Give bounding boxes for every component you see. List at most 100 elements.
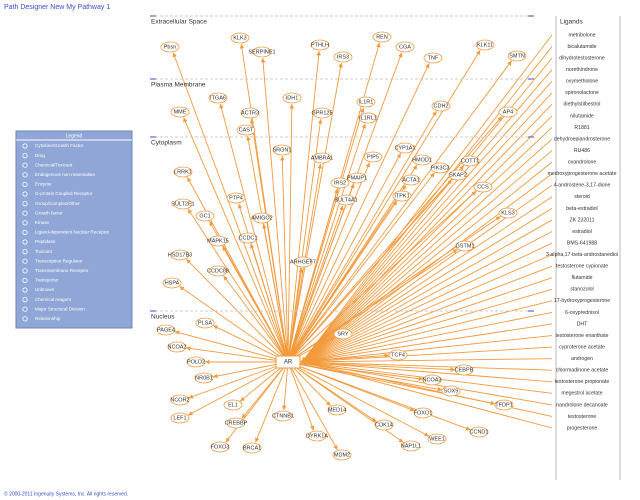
node-label: SERPINE1 [248,49,275,55]
edge [301,46,553,363]
edge [301,360,553,383]
node-label: CTNNB1 [272,413,294,419]
node-label: HSPA [165,280,180,286]
node-shape [226,192,246,204]
ligand: testosterone propionate [555,379,610,385]
ligand: megestrol acetate [561,391,602,397]
node-label: ARHGEF7 [290,259,316,265]
node-shape [223,399,243,411]
node-label: PTP4 [229,195,243,201]
edge [183,117,289,363]
node-shape [494,399,514,411]
node-shape [186,356,206,368]
node-label: PIP5 [367,154,379,160]
legend-item: Drug [35,153,45,158]
node-label: TCF4 [391,352,405,358]
ligand: nilutamide [570,113,594,119]
node-shape [242,442,262,454]
ligand: testosterone [568,414,597,420]
edge [301,323,553,364]
edge [287,63,430,363]
ligand: cyproterone acetate [559,344,605,350]
ligand: steroid [574,194,590,200]
ligand: androgen [571,356,593,362]
edge [187,208,289,363]
edge [287,215,501,363]
edge [287,267,304,363]
edge [179,286,289,363]
edge [280,155,289,363]
legend-item: Ligand-dependent Nuclear Receptor [35,230,110,235]
node-label: MDM2 [334,452,350,458]
node-label: FOXO1 [414,410,433,416]
edge [222,245,289,363]
edge [287,49,481,363]
node-shape [333,51,353,63]
legend-icon [22,239,28,245]
node-label: ACTA1 [402,177,419,183]
legend-item: Peptidase [35,239,56,244]
ligand: R1881 [574,125,589,131]
node-label: ITPK1 [394,193,409,199]
node-label: CYP1A1 [394,145,415,151]
edge [287,361,496,406]
edge [287,361,424,381]
edge [287,248,458,363]
edge [172,52,289,363]
edge [188,361,289,399]
node-shape [327,404,347,416]
node-label: HMOD1 [412,157,432,163]
node-label: SOX9 [444,388,459,394]
ligand: bicalutamide [567,44,596,50]
node-label: AP4 [503,109,513,115]
title[interactable]: Path Designer New My Pathway 1 [4,4,110,11]
node-shape [252,212,272,224]
ligand-title: Ligands [560,19,584,26]
edge [287,172,435,363]
node-shape [170,394,190,406]
edge [287,361,331,407]
ligand: 4-androstene-3,17-dione [554,183,611,189]
edge [301,359,553,371]
legend-title: Legend [66,133,83,139]
node-shape [498,106,518,118]
node-shape [282,92,302,104]
node-label: SRY [337,331,349,337]
node-shape [195,317,215,329]
edge [301,104,553,363]
edge [287,361,443,392]
node-label: KLS3 [501,210,514,216]
edge [239,361,289,402]
node-label: PLSA [198,320,212,326]
ligand: oxymetholone [566,79,598,85]
node-label: CDH2 [434,103,449,109]
node-shape [469,426,489,438]
node-label: LEF1 [173,415,186,421]
edge [287,165,465,363]
node-label: TNF [428,55,439,61]
edge [287,200,398,363]
legend-item: Kinase [35,220,49,225]
legend-item: Major Structural Division [35,306,85,311]
edge [301,288,553,363]
node-shape [401,440,421,452]
edge [301,335,553,364]
ligand: testosterone enanthate [555,333,608,339]
legend-item: Transcription Regulator [35,258,83,263]
edge [301,346,553,364]
node-label: ITGA6 [210,95,226,101]
node-shape [310,39,330,51]
legend-icon [22,249,28,255]
node-shape [230,32,250,44]
node-label: DYRK1A [306,433,328,439]
ligand: stanozolol [570,287,593,293]
node-shape [395,142,415,154]
node-label: IDH1 [286,95,299,101]
ligand: chlormadinone acetate [556,368,609,374]
compartment-label: Nucleus [151,314,175,321]
node-label: COTT1 [461,158,479,164]
node-label: FOXO3 [211,444,230,450]
node-shape [167,341,187,353]
legend-icon [22,316,28,322]
node-shape [372,31,392,43]
